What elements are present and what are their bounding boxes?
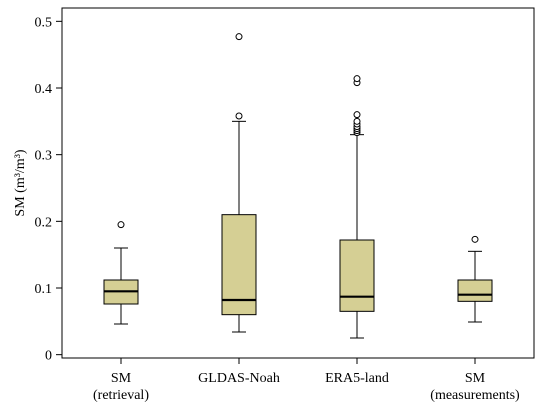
box-group-1 [221,33,257,333]
y-tick-label-5: 0.5 [35,15,53,30]
x-tick-label-2: ERA5-land [325,371,389,386]
box-2 [339,239,375,312]
box-group-0 [103,221,139,325]
box-group-3 [457,235,493,323]
box-1 [221,214,257,316]
y-tick-label-1: 0.1 [35,282,53,297]
outlier-1-0 [235,112,243,120]
x-tick-label-1: GLDAS-Noah [198,371,280,386]
y-tick-label-0: 0 [45,349,52,364]
outlier-2-5 [353,117,361,125]
x-tick-label-3: SM [465,371,486,386]
x-tick-sublabel-0: (retrieval) [93,388,149,403]
x-tick-label-0: SM [111,371,132,386]
y-tick-label-4: 0.4 [35,82,53,97]
box-group-2 [339,75,375,339]
outlier-0-0 [117,221,125,229]
outlier-2-6 [353,111,361,119]
x-tick-sublabel-3: (measurements) [430,388,520,403]
y-axis-label: SM (m³/m³) [13,149,28,216]
box-series [103,33,493,339]
outlier-2-8 [353,75,361,83]
plot-frame [61,7,535,359]
y-axis: 0 0.1 0.2 0.3 0.4 0.5 [35,15,62,364]
y-tick-label-3: 0.3 [35,149,53,164]
box-3 [457,279,493,302]
outlier-1-1 [235,33,243,41]
y-tick-label-2: 0.2 [35,215,53,230]
outlier-3-0 [471,235,479,243]
x-axis: SM (retrieval) GLDAS-Noah ERA5-land SM (measu… [93,358,520,403]
